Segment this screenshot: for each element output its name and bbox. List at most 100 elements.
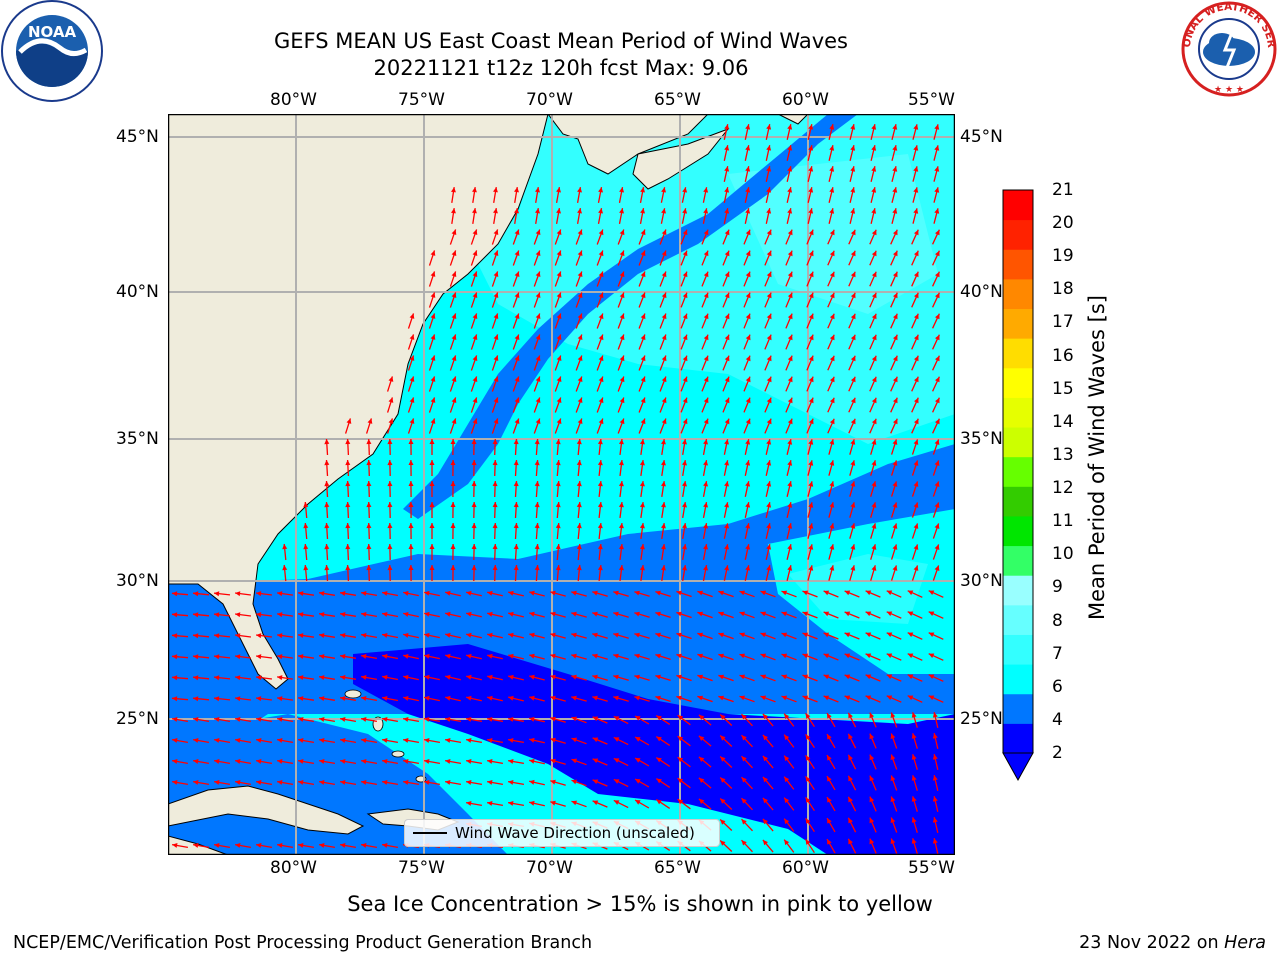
wave-direction-arrowhead <box>303 565 309 571</box>
wave-direction-arrowhead <box>787 334 793 341</box>
wave-direction-arrowhead <box>597 460 603 466</box>
wave-direction-arrowhead <box>656 757 662 763</box>
wave-direction-arrowhead <box>766 208 772 214</box>
wave-direction-arrowhead <box>787 355 793 362</box>
wave-direction-arrowhead <box>724 502 729 508</box>
colorbar-band <box>1003 190 1033 221</box>
wave-direction-arrowhead <box>571 695 577 701</box>
wave-direction-arrowhead <box>493 250 499 256</box>
wave-direction-arrowhead <box>555 544 561 550</box>
colorbar-band <box>1003 427 1033 458</box>
wave-direction-arrowhead <box>893 397 898 404</box>
wave-direction-arrowhead <box>235 738 241 743</box>
wave-direction-arrowhead <box>445 695 451 701</box>
wave-direction-arrowhead <box>932 733 938 739</box>
lon-label-bottom: 65°W <box>654 858 701 878</box>
colorbar-band <box>1003 634 1033 665</box>
wave-direction-arrowhead <box>492 523 498 529</box>
wave-direction-arrowhead <box>760 632 767 638</box>
wave-direction-arrowhead <box>781 695 788 701</box>
wave-direction-arrowhead <box>724 439 729 445</box>
wave-direction-arrowhead <box>739 674 745 680</box>
wave-direction-arrowhead <box>893 229 898 236</box>
wave-direction-arrowhead <box>598 397 604 404</box>
wave-direction-arrowhead <box>235 717 241 722</box>
wave-direction-arrowhead <box>345 460 351 466</box>
colorbar-tick-label: 11 <box>1052 511 1074 532</box>
wave-direction-arrowhead <box>844 695 851 701</box>
wave-direction-arrowhead <box>661 397 667 404</box>
wave-direction-arrowhead <box>893 313 898 320</box>
wave-direction-arrowhead <box>808 565 814 571</box>
colorbar-band <box>1003 367 1033 398</box>
wave-direction-arrowhead <box>808 439 814 445</box>
wave-direction-arrowhead <box>703 292 709 299</box>
wave-direction-arrowhead <box>850 502 856 508</box>
wave-direction-arrowhead <box>361 738 367 743</box>
wave-direction-arrowhead <box>661 271 667 278</box>
wave-direction-arrowhead <box>703 418 709 425</box>
wave-direction-arrowhead <box>682 523 687 529</box>
wave-direction-arrowhead <box>724 292 730 299</box>
wave-direction-arrowhead <box>787 565 793 571</box>
wave-direction-arrowhead <box>550 674 556 680</box>
wave-direction-arrowhead <box>766 124 772 130</box>
wave-direction-arrowhead <box>592 758 599 764</box>
wave-direction-arrowhead <box>850 166 856 172</box>
wave-direction-arrowhead <box>682 250 688 257</box>
wave-direction-arrowhead <box>529 758 535 764</box>
wave-direction-arrowhead <box>346 418 352 424</box>
wave-direction-arrowhead <box>472 376 478 382</box>
wave-direction-arrowhead <box>534 544 540 550</box>
wave-direction-arrowhead <box>382 633 388 638</box>
wave-direction-arrowhead <box>886 590 893 596</box>
colorbar-tick-label: 19 <box>1052 246 1074 267</box>
wave-direction-arrowhead <box>829 439 835 445</box>
wave-direction-arrowhead <box>388 376 394 382</box>
wave-direction-arrowhead <box>409 397 415 403</box>
wave-direction-arrowhead <box>214 612 220 618</box>
wave-direction-arrowhead <box>871 250 877 257</box>
wave-direction-arrowhead <box>935 292 940 299</box>
wave-direction-arrowhead <box>829 397 835 404</box>
wave-direction-arrowhead <box>550 611 556 617</box>
wave-direction-arrowhead <box>907 632 914 638</box>
wave-direction-arrowhead <box>277 780 283 785</box>
wave-direction-arrowhead <box>535 271 541 277</box>
wave-direction-arrowhead <box>556 187 561 193</box>
wave-direction-arrowhead <box>682 187 688 193</box>
wave-direction-arrowhead <box>172 738 178 743</box>
wave-direction-arrowhead <box>214 696 220 702</box>
wave-direction-arrowhead <box>914 250 919 257</box>
wave-direction-arrowhead <box>361 633 367 638</box>
wave-direction-arrowhead <box>366 481 372 487</box>
wave-direction-arrowhead <box>529 611 535 617</box>
wave-direction-arrowhead <box>682 544 687 550</box>
wave-direction-arrowhead <box>718 632 724 638</box>
wave-direction-arrowhead <box>724 376 730 383</box>
wave-direction-arrowhead <box>277 843 283 848</box>
wave-direction-arrowhead <box>766 481 772 487</box>
wave-direction-arrowhead <box>340 654 346 659</box>
wave-direction-arrowhead <box>598 292 604 299</box>
wave-direction-arrowhead <box>445 611 451 617</box>
wave-direction-arrowhead <box>766 145 772 151</box>
wave-direction-arrowhead <box>613 779 620 784</box>
wave-direction-arrowhead <box>508 695 514 701</box>
wave-direction-arrowhead <box>277 738 283 743</box>
wave-direction-arrowhead <box>319 738 325 743</box>
wave-direction-arrowhead <box>408 544 414 549</box>
wave-direction-arrowhead <box>634 611 640 617</box>
wave-direction-arrowhead <box>445 759 451 764</box>
wave-direction-arrowhead <box>893 376 898 383</box>
wave-direction-arrowhead <box>871 565 877 571</box>
wave-direction-arrowhead <box>613 674 619 680</box>
svg-text:NOAA: NOAA <box>28 23 77 41</box>
wave-direction-arrowhead <box>808 397 814 404</box>
wave-direction-arrowhead <box>890 733 896 739</box>
wave-direction-arrowhead <box>808 460 814 466</box>
wave-direction-arrowhead <box>724 229 730 236</box>
wave-direction-arrowhead <box>640 397 646 404</box>
wave-direction-arrowhead <box>703 523 708 529</box>
wave-direction-arrowhead <box>787 292 793 299</box>
